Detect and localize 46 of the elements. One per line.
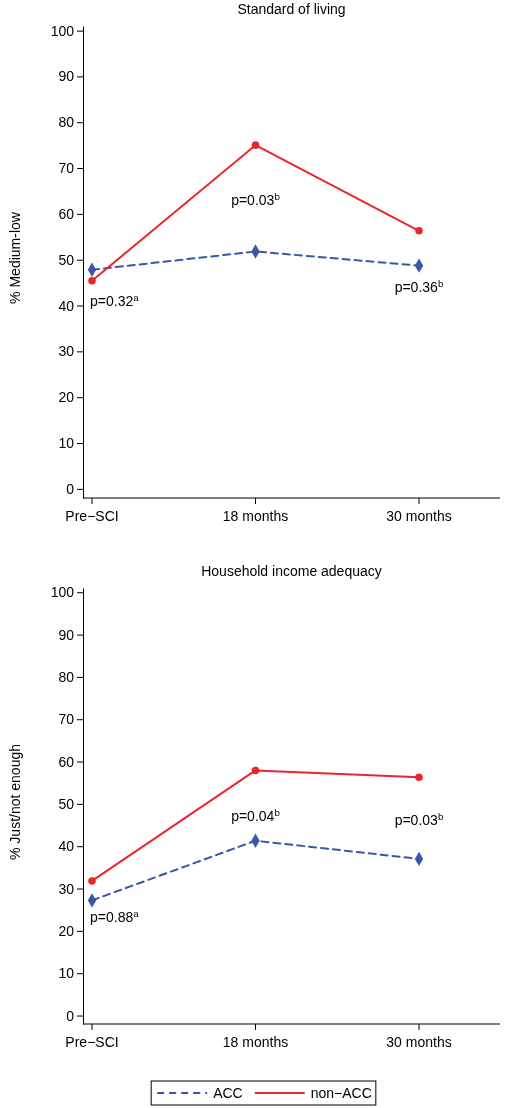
annotation: p=0.03$^{b}$ bbox=[231, 190, 281, 208]
y-tick-label: 100 bbox=[50, 584, 75, 601]
point bbox=[415, 227, 423, 235]
y-tick-label: 10 bbox=[58, 434, 75, 451]
y-tick-label: 50 bbox=[58, 795, 75, 812]
x-tick-label: 18 months bbox=[222, 1034, 289, 1050]
point bbox=[415, 773, 423, 781]
legend-label: non−ACC bbox=[310, 1085, 372, 1101]
y-axis-title: % Medium-low bbox=[7, 211, 23, 304]
y-tick-label: 90 bbox=[58, 68, 75, 85]
y-tick-label: 80 bbox=[58, 668, 75, 685]
x-tick-label: 30 months bbox=[386, 508, 452, 524]
y-tick-label: 20 bbox=[58, 922, 75, 939]
y-tick-label: 0 bbox=[66, 1007, 75, 1024]
annotation: p=0.88$^{a}$ bbox=[90, 907, 140, 926]
x-tick-label: Pre−SCI bbox=[65, 508, 119, 524]
y-tick-label: 60 bbox=[58, 753, 75, 770]
y-tick-label: 70 bbox=[58, 160, 75, 177]
y-axis-title: % Just/not enough bbox=[7, 744, 23, 860]
chart-title: Standard of living bbox=[237, 1, 346, 17]
legend-label: ACC bbox=[213, 1085, 243, 1101]
x-tick-label: Pre−SCI bbox=[65, 1034, 119, 1050]
y-tick-label: 30 bbox=[58, 880, 75, 897]
y-tick-label: 20 bbox=[58, 389, 75, 406]
annotation: p=0.04$^{b}$ bbox=[231, 806, 281, 824]
point bbox=[251, 141, 260, 149]
y-tick-label: 100 bbox=[50, 22, 75, 39]
annotation: p=0.32$^{a}$ bbox=[90, 291, 140, 309]
x-tick-label: 18 months bbox=[222, 508, 289, 524]
point bbox=[88, 877, 96, 885]
y-tick-label: 60 bbox=[58, 205, 75, 222]
annotation: p=0.36$^{b}$ bbox=[394, 277, 444, 295]
y-tick-label: 30 bbox=[58, 343, 75, 360]
annotation: p=0.03$^{b}$ bbox=[394, 810, 444, 829]
point bbox=[88, 277, 96, 285]
y-tick-label: 40 bbox=[58, 297, 75, 314]
point bbox=[251, 766, 260, 775]
y-tick-label: 10 bbox=[58, 965, 75, 982]
y-tick-label: 40 bbox=[58, 838, 75, 855]
y-tick-label: 80 bbox=[58, 114, 75, 131]
x-tick-label: 30 months bbox=[386, 1034, 452, 1050]
chart-title: Household income adequacy bbox=[201, 563, 382, 579]
y-tick-label: 90 bbox=[58, 626, 75, 643]
y-tick-label: 0 bbox=[66, 480, 75, 497]
y-tick-label: 70 bbox=[58, 711, 75, 728]
y-tick-label: 50 bbox=[58, 251, 75, 268]
